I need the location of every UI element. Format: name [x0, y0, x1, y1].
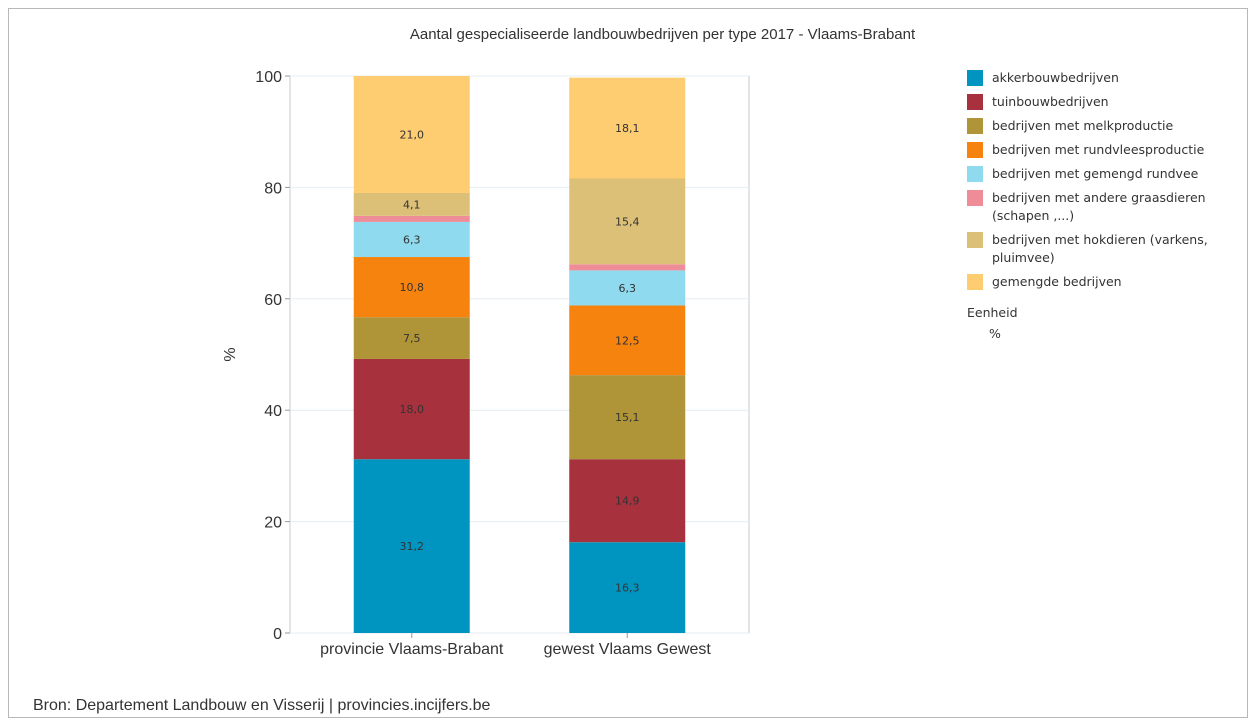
legend-item[interactable]: tuinbouwbedrijven [967, 93, 1252, 111]
bar-segment [569, 178, 686, 265]
legend-swatch [967, 232, 983, 248]
y-tick-label: 0 [273, 626, 282, 643]
legend-swatch [967, 94, 983, 110]
y-tick-label: 20 [264, 515, 282, 532]
legend-label: bedrijven met rundvleesproductie [992, 142, 1205, 157]
bar-segment [569, 264, 686, 271]
bar-segment [569, 77, 686, 179]
y-tick-label: 60 [264, 292, 282, 309]
legend-label: bedrijven met hokdieren (varkens, pluimv… [992, 232, 1208, 265]
bar-segment [353, 459, 470, 633]
data-label: 6,3 [403, 233, 421, 246]
data-label: 6,3 [619, 282, 637, 295]
x-tick-label: provincie Vlaams-Brabant [320, 641, 504, 658]
legend-item[interactable]: bedrijven met andere graasdieren (schape… [967, 189, 1252, 225]
legend-unit-title: Eenheid [967, 305, 1018, 320]
legend-swatch [967, 70, 983, 86]
y-tick-label: 80 [264, 180, 282, 197]
legend-item[interactable]: bedrijven met rundvleesproductie [967, 141, 1252, 159]
legend-label: bedrijven met gemengd rundvee [992, 166, 1199, 181]
data-label: 14,9 [615, 495, 640, 508]
stacked-bar-chart: Aantal gespecialiseerde landbouwbedrijve… [222, 26, 916, 658]
source-text: Bron: Departement Landbouw en Visserij |… [33, 697, 491, 714]
legend-label: bedrijven met melkproductie [992, 118, 1174, 133]
data-label: 4,1 [403, 198, 421, 211]
legend-swatch [967, 142, 983, 158]
bar-segment [353, 215, 470, 222]
bar-segment [569, 542, 686, 633]
data-label: 7,5 [403, 332, 421, 345]
chart-title: Aantal gespecialiseerde landbouwbedrijve… [410, 26, 916, 43]
y-axis-label: % [222, 347, 239, 361]
legend-label: gemengde bedrijven [992, 274, 1122, 289]
x-tick-label: gewest Vlaams Gewest [544, 641, 712, 658]
legend-swatch [967, 118, 983, 134]
bar-segment [353, 192, 470, 216]
legend-label: akkerbouwbedrijven [992, 70, 1119, 85]
data-label: 18,1 [615, 122, 640, 135]
legend-swatch [967, 190, 983, 206]
legend-item[interactable]: bedrijven met melkproductie [967, 117, 1252, 135]
bar-segment [569, 375, 686, 460]
bar-segment [353, 257, 470, 318]
bar-segment [353, 76, 470, 193]
bar-segment [353, 317, 470, 359]
bar-segment [569, 305, 686, 376]
bar-segment [353, 358, 470, 460]
y-tick-label: 40 [264, 403, 282, 420]
legend-item[interactable]: akkerbouwbedrijven [967, 69, 1252, 87]
legend-swatch [967, 274, 983, 290]
legend: akkerbouwbedrijven tuinbouwbedrijven bedri… [967, 69, 1252, 341]
legend-item[interactable]: bedrijven met hokdieren (varkens, pluimv… [967, 231, 1252, 267]
legend-unit-value: % [989, 326, 1001, 341]
data-label: 16,3 [615, 582, 640, 595]
legend-label: tuinbouwbedrijven [992, 94, 1109, 109]
chart-frame: Aantal gespecialiseerde landbouwbedrijve… [8, 8, 1248, 718]
bar-segment [569, 459, 686, 543]
data-label: 15,1 [615, 411, 640, 424]
legend-label: bedrijven met andere graasdieren (schape… [992, 190, 1206, 223]
data-label: 12,5 [615, 334, 640, 347]
bar-segment [353, 221, 470, 258]
data-label: 21,0 [400, 128, 425, 141]
legend-item[interactable]: bedrijven met gemengd rundvee [967, 165, 1252, 183]
legend-swatch [967, 166, 983, 182]
data-label: 10,8 [400, 281, 425, 294]
data-label: 31,2 [400, 540, 425, 553]
data-label: 18,0 [400, 403, 425, 416]
data-label: 15,4 [615, 215, 640, 228]
bar-segment [569, 270, 686, 306]
y-tick-label: 100 [255, 69, 282, 86]
legend-item[interactable]: gemengde bedrijven [967, 273, 1252, 291]
